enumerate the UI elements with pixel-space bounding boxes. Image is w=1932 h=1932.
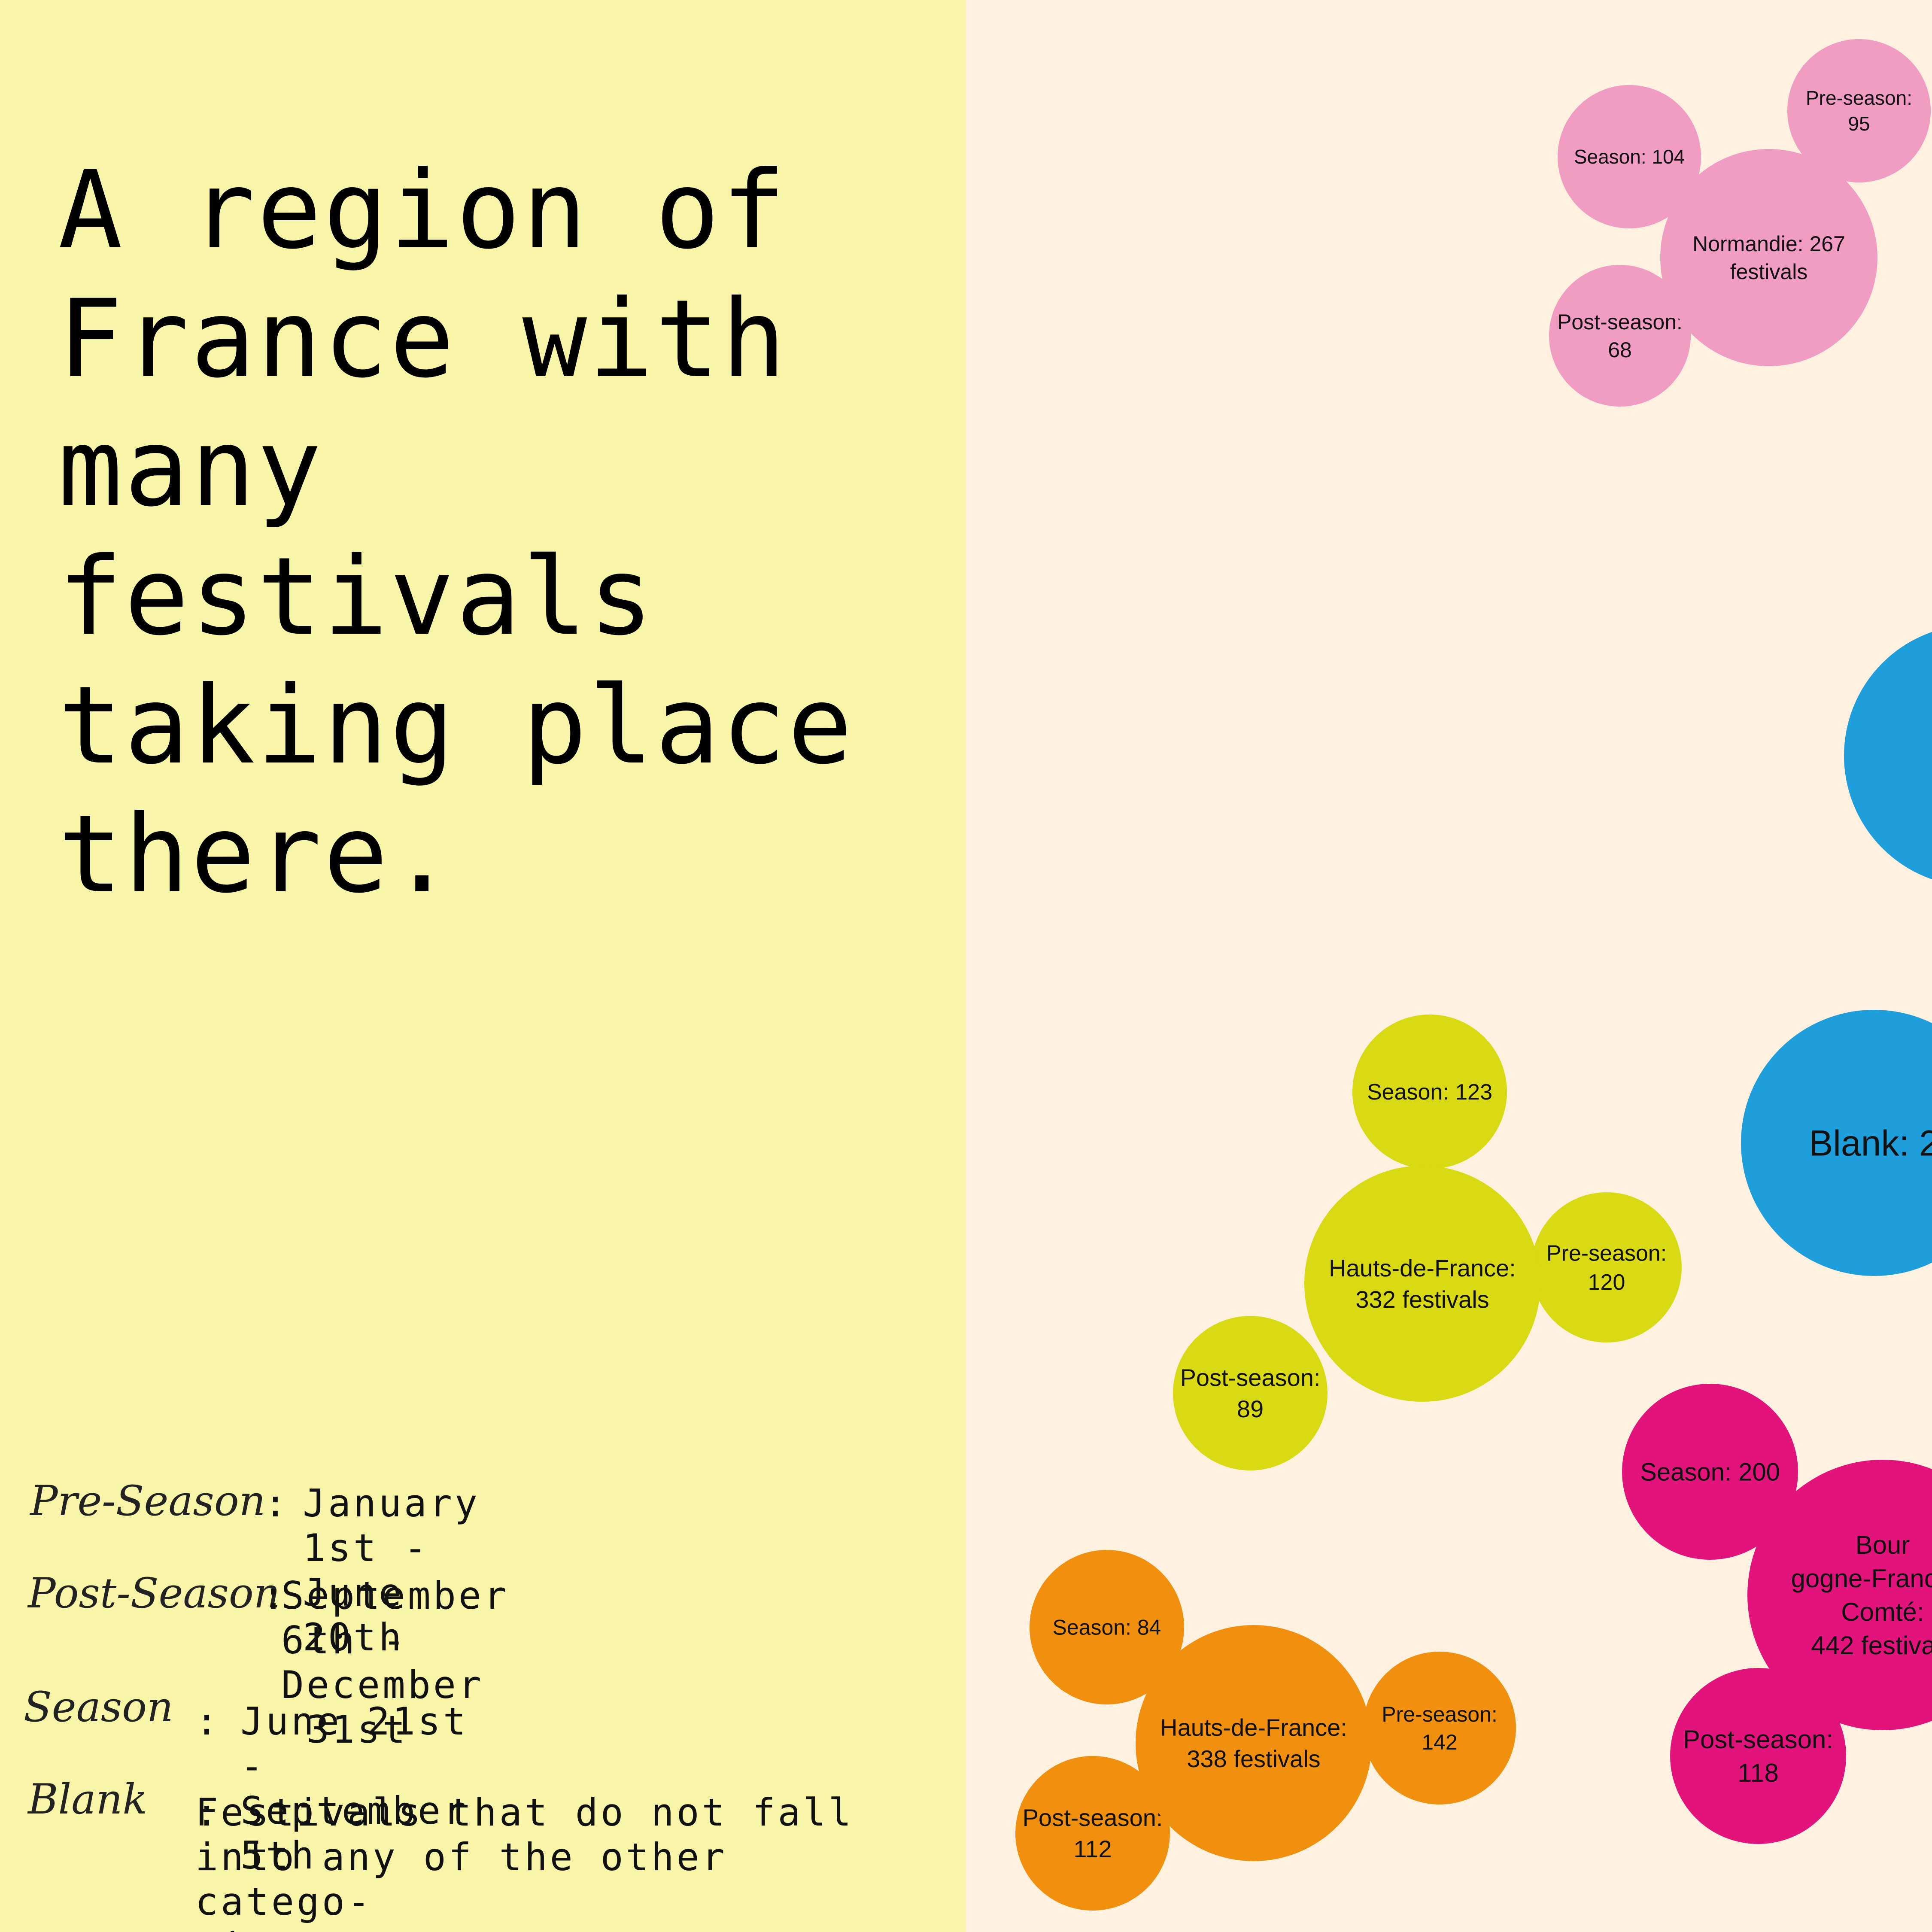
bubble-label: 112 — [1073, 1835, 1112, 1862]
bubble-label: 332 festivals — [1355, 1286, 1489, 1313]
bubble-hauts-de-france-post-season: Post-season: 89 — [1173, 1316, 1327, 1470]
bubble-hauts-de-france-total: Hauts-de-France: 338 festivals — [1136, 1625, 1372, 1861]
bubble-label: Season: 123 — [1367, 1080, 1492, 1105]
bubble-label: 120 — [1588, 1270, 1625, 1295]
headline: A region of France with many festivals t… — [58, 148, 854, 917]
bubble-label: Post-season: — [1023, 1804, 1163, 1831]
bubble-label: 338 festivals — [1187, 1745, 1320, 1772]
bubble-label: Post-season: — [1683, 1725, 1833, 1754]
bubble-normandie-season: Season: 104 — [1558, 85, 1701, 228]
bubble-label: Hauts-de-France: — [1329, 1255, 1516, 1282]
legend-description: Festivals that do not fall into any of t… — [195, 1790, 854, 1932]
bubble-hauts-de-france-season: Season: 84 — [1030, 1550, 1184, 1704]
bubble-label: Pre-season: — [1382, 1702, 1498, 1726]
bubble-circle — [1844, 632, 1932, 880]
bubble-hauts-de-france-season: Season: 123 — [1352, 1015, 1507, 1169]
bubble-circle — [1015, 1756, 1170, 1911]
bubble-bourgogne-franche-comt-post-season: Post-season: 118 — [1670, 1668, 1846, 1844]
bubble-hauts-de-france-pre-season: Pre-season: 142 — [1363, 1652, 1516, 1804]
bubble-circle — [1363, 1652, 1516, 1804]
legend-description: June 21st - September 5th — [240, 1699, 494, 1877]
bubble-label: Season: 104 — [1574, 146, 1685, 168]
legend-separator: : — [195, 1790, 221, 1835]
bubble-hauts-de-france-pre-season: Pre-season: 120 — [1531, 1192, 1682, 1343]
bubble-circle — [1660, 149, 1877, 366]
bubble-blue-region-partially-visible-blank: Blank: 2 — [1741, 1010, 1932, 1276]
bubble-normandie-total: Normandie: 267 festivals — [1660, 149, 1877, 366]
bubble-label: festivals — [1730, 260, 1808, 284]
legend-term: Pre-Season — [30, 1477, 266, 1525]
bubble-circle — [1670, 1668, 1846, 1844]
bubble-label: gogne-Franche- — [1791, 1564, 1932, 1593]
bubble-label: Pre-season: — [1546, 1241, 1667, 1266]
bubble-label: Post-season: — [1180, 1364, 1321, 1391]
bubble-circle — [1741, 1010, 1932, 1276]
legend-separator: : — [264, 1481, 289, 1525]
left-panel: A region of France with many festivals t… — [0, 0, 966, 1932]
bubble-label: 442 festivals — [1811, 1631, 1932, 1660]
bubble-circle — [1622, 1384, 1798, 1560]
bubble-label: Pre-season: — [1806, 87, 1912, 109]
bubble-hauts-de-france-post-season: Post-season: 112 — [1015, 1756, 1170, 1911]
bubble-label: Season: 84 — [1053, 1616, 1161, 1640]
bubble-label: Comté: — [1841, 1598, 1924, 1626]
bubble-circle — [1549, 265, 1691, 407]
bubble-label: Season: 200 — [1640, 1458, 1780, 1486]
legend-description: September 6th - December 31st — [281, 1574, 509, 1752]
bubble-normandie-pre-season: Pre-season: 95 — [1787, 39, 1931, 182]
bubble-circle — [1173, 1316, 1327, 1470]
bubble-circle — [1136, 1625, 1372, 1861]
bubble-blue-region-partially-visible-season: Sea — [1844, 632, 1932, 880]
bubble-label: 89 — [1237, 1395, 1264, 1422]
bubble-label: 68 — [1608, 338, 1632, 362]
bubble-label: Bour — [1856, 1531, 1910, 1559]
legend-term: Blank — [28, 1775, 148, 1823]
bubble-label: Blank: 2 — [1809, 1123, 1932, 1163]
bubble-circle — [1787, 39, 1931, 182]
bubble-label: Normandie: 267 — [1692, 232, 1845, 256]
bubble-circle — [1304, 1166, 1540, 1402]
bubble-bourgogne-franche-comt-total: Bour gogne-Franche- Comté: 442 festivals — [1747, 1460, 1932, 1730]
bubble-hauts-de-france-total: Hauts-de-France: 332 festivals — [1304, 1166, 1540, 1402]
bubble-label: 142 — [1422, 1730, 1457, 1754]
legend-term: Post-Season — [28, 1569, 280, 1617]
bubble-label: Post-season: — [1557, 310, 1683, 334]
legend-term: Season — [24, 1683, 173, 1731]
bubble-circle — [1531, 1192, 1682, 1343]
legend-description: January 1st - June 20th — [303, 1481, 505, 1659]
bubble-label: 118 — [1738, 1759, 1779, 1787]
bubble-normandie-post-season: Post-season: 68 — [1549, 265, 1691, 407]
bubble-circle — [1030, 1550, 1184, 1704]
legend-separator: : — [262, 1574, 287, 1618]
bubble-bourgogne-franche-comt-season: Season: 200 — [1622, 1384, 1798, 1560]
legend-separator: : — [195, 1699, 221, 1744]
bubble-circle — [1352, 1015, 1507, 1169]
bubble-label: Hauts-de-France: — [1160, 1714, 1347, 1741]
bubble-circle — [1558, 85, 1701, 228]
bubble-circle — [1747, 1460, 1932, 1730]
bubble-label: 95 — [1848, 112, 1870, 135]
